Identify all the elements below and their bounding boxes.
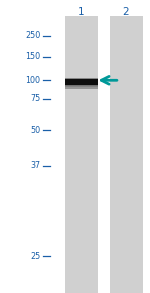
Bar xyxy=(64,78,98,79)
Bar xyxy=(64,87,98,88)
Bar xyxy=(64,83,98,84)
Bar xyxy=(64,16,98,293)
Text: 150: 150 xyxy=(25,52,40,61)
Text: 250: 250 xyxy=(25,31,40,40)
Bar xyxy=(64,82,98,83)
Bar xyxy=(64,85,98,86)
Bar xyxy=(64,86,98,87)
Text: 37: 37 xyxy=(30,161,40,170)
Bar xyxy=(64,84,98,85)
Text: 1: 1 xyxy=(78,7,84,17)
Text: 100: 100 xyxy=(26,76,40,85)
Bar xyxy=(64,79,98,85)
Text: 25: 25 xyxy=(30,252,40,261)
Bar xyxy=(110,16,142,293)
Text: 2: 2 xyxy=(123,7,129,17)
Text: 50: 50 xyxy=(30,126,40,135)
Text: 75: 75 xyxy=(30,94,40,103)
Bar xyxy=(64,80,98,81)
Bar xyxy=(64,81,98,82)
